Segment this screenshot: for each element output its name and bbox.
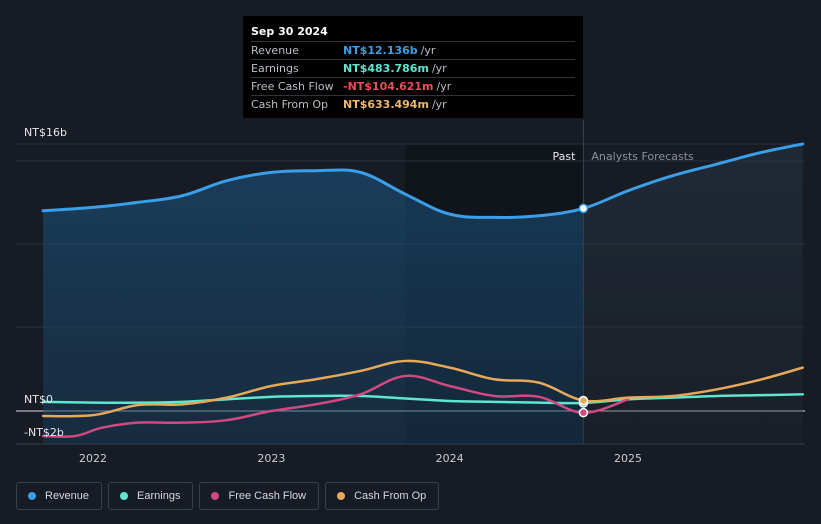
x-tick-label: 2023 [257,452,285,465]
tooltip-unit: /yr [431,98,447,111]
cash-from-op-marker [578,395,589,406]
tooltip: Sep 30 2024 Revenue NT$12.136b /yr Earni… [243,16,583,118]
cash-from-op-dot-icon [337,492,346,500]
revenue-line [41,142,805,220]
x-tick-label: 2024 [436,452,464,465]
free-cash-flow-marker [578,407,589,418]
tooltip-unit: /yr [431,62,447,75]
revenue-marker [578,203,589,214]
x-tick-label: 2022 [79,452,107,465]
tooltip-value: NT$12.136b [343,44,418,57]
legend-label: Free Cash Flow [228,490,307,502]
tooltip-row-revenue: Revenue NT$12.136b /yr [251,41,575,59]
tooltip-label: Cash From Op [251,98,329,111]
legend-label: Earnings [137,490,181,502]
tooltip-label: Free Cash Flow [251,80,334,93]
tooltip-label: Revenue [251,44,299,57]
legend-item-free-cash-flow[interactable]: Free Cash Flow [199,482,320,510]
revenue-area-forecast [583,144,803,444]
tooltip-row-earnings: Earnings NT$483.786m /yr [251,59,575,77]
tooltip-row-free-cash-flow: Free Cash Flow -NT$104.621m /yr [251,77,575,95]
revenue-dot-icon [28,492,36,500]
y-tick-label: NT$0 [24,393,53,406]
legend-item-earnings[interactable]: Earnings [108,482,194,510]
revenue-area-past [43,169,584,444]
x-tick-label: 2025 [614,452,642,465]
legend-label: Revenue [45,490,90,502]
free-cash-flow-dot-icon [211,492,220,500]
y-tick-label: -NT$2b [24,426,64,439]
tooltip-value: NT$483.786m [343,62,429,75]
earnings-line [41,393,805,405]
past-label: Past [552,150,576,163]
tooltip-value: NT$633.494m [343,98,429,111]
forecast-label: Analysts Forecasts [591,150,694,163]
legend: Revenue Earnings Free Cash Flow Cash Fro… [16,482,440,510]
free-cash-flow-line [41,374,630,438]
legend-item-revenue[interactable]: Revenue [16,482,103,510]
tooltip-row-cash-from-op: Cash From Op NT$633.494m /yr [251,95,575,113]
tooltip-label: Earnings [251,62,299,75]
y-tick-label: NT$16b [24,126,67,139]
legend-label: Cash From Op [354,490,427,502]
legend-item-cash-from-op[interactable]: Cash From Op [325,482,440,510]
earnings-dot-icon [120,492,129,500]
cash-from-op-line [41,359,805,418]
tooltip-unit: /yr [420,44,436,57]
tooltip-value: -NT$104.621m [343,80,434,93]
tooltip-date: Sep 30 2024 [251,25,328,38]
tooltip-unit: /yr [436,80,452,93]
